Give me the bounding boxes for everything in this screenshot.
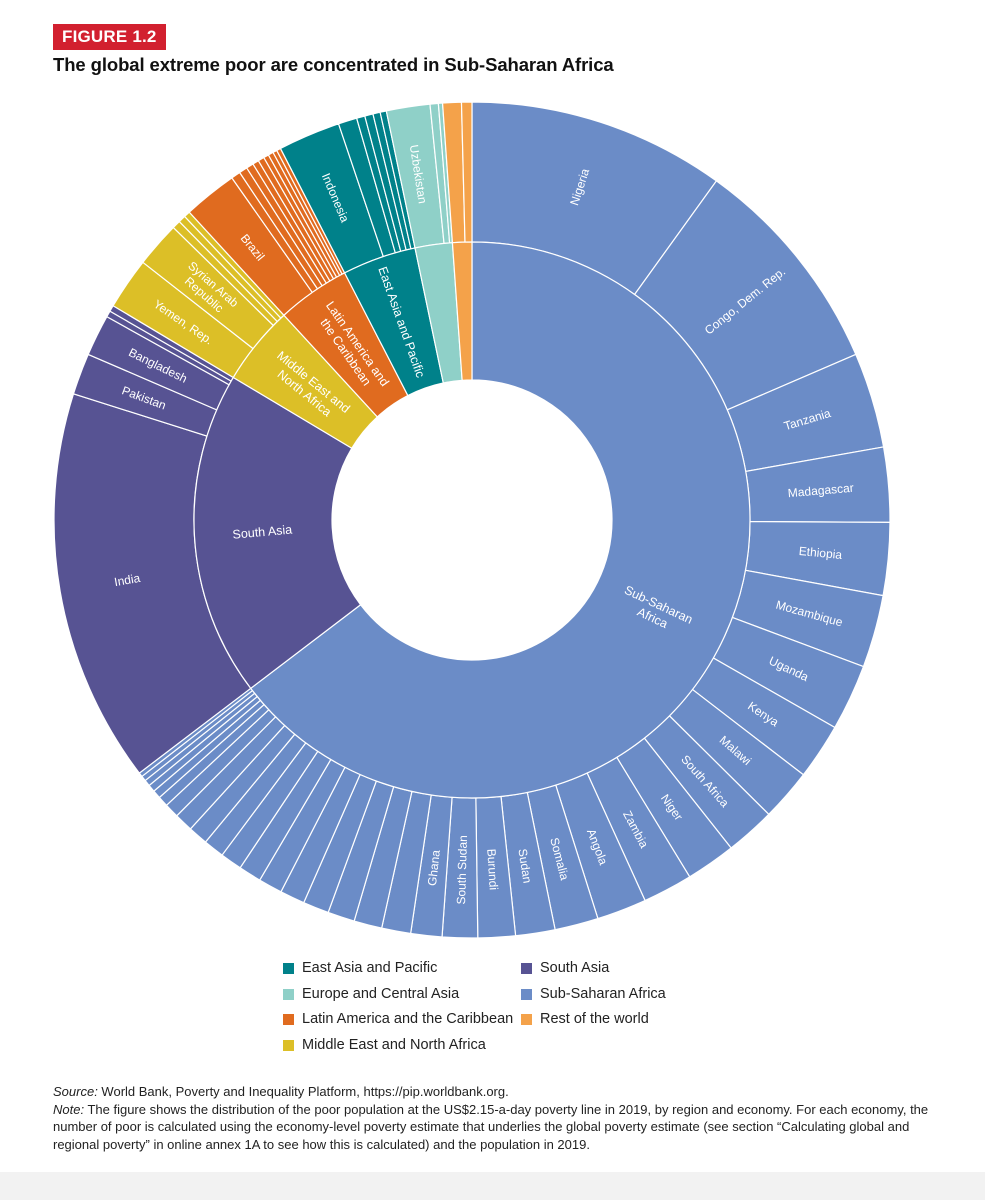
legend-item-europe-central-asia: Europe and Central Asia [283,986,459,1002]
legend-label: Middle East and North Africa [302,1037,486,1053]
source-text: World Bank, Poverty and Inequality Platf… [97,1084,509,1099]
legend-swatch [283,1039,294,1051]
legend-label: Latin America and the Caribbean [302,1011,514,1027]
page-bottom-band [0,1172,985,1200]
country-label-madagascar: Madagascar [787,481,854,501]
legend-item-middle-east-north-africa: Middle East and North Africa [283,1037,486,1053]
country-label-india: India [113,571,141,589]
legend-item-latin-america-caribbean: Latin America and the Caribbean [283,1011,513,1027]
figure-number-badge: FIGURE 1.2 [53,24,166,50]
country-label-burundi: Burundi [484,848,500,890]
figure-notes: Source: World Bank, Poverty and Inequali… [53,1083,933,1153]
country-label-south-sudan: South Sudan [454,835,470,905]
legend-label: Rest of the world [540,1011,649,1027]
legend-swatch [521,1013,532,1025]
country-label-ghana: Ghana [425,849,443,887]
legend-swatch [283,1013,294,1025]
legend-item-sub-saharan-africa: Sub-Saharan Africa [521,986,666,1002]
legend-label: Europe and Central Asia [302,986,460,1002]
note-label: Note: [53,1101,85,1117]
note-paragraph: Note: The figure shows the distribution … [53,1101,933,1154]
legend-label: Sub-Saharan Africa [540,986,666,1002]
chart-title: The global extreme poor are concentrated… [53,54,614,75]
legend-swatch [521,988,532,1000]
source-line: Source: World Bank, Poverty and Inequali… [53,1083,933,1101]
region-label-south-asia: South Asia [232,523,293,542]
country-label-ethiopia: Ethiopia [798,544,843,562]
legend-swatch [283,962,294,974]
legend-item-east-asia-pacific: East Asia and Pacific [283,960,437,976]
legend-item-south-asia: South Asia [521,960,609,976]
legend-label: South Asia [540,960,610,976]
note-text: The figure shows the distribution of the… [53,1101,929,1152]
legend-swatch [521,962,532,974]
country-label-sudan: Sudan [515,848,534,884]
legend-label: East Asia and Pacific [302,960,438,976]
region-ring [193,241,751,799]
legend-item-rest-of-world: Rest of the world [521,1011,649,1027]
legend-swatch [283,988,294,1000]
source-label: Source: [53,1084,98,1099]
donut-hole [332,380,612,660]
country-ring [53,101,891,939]
